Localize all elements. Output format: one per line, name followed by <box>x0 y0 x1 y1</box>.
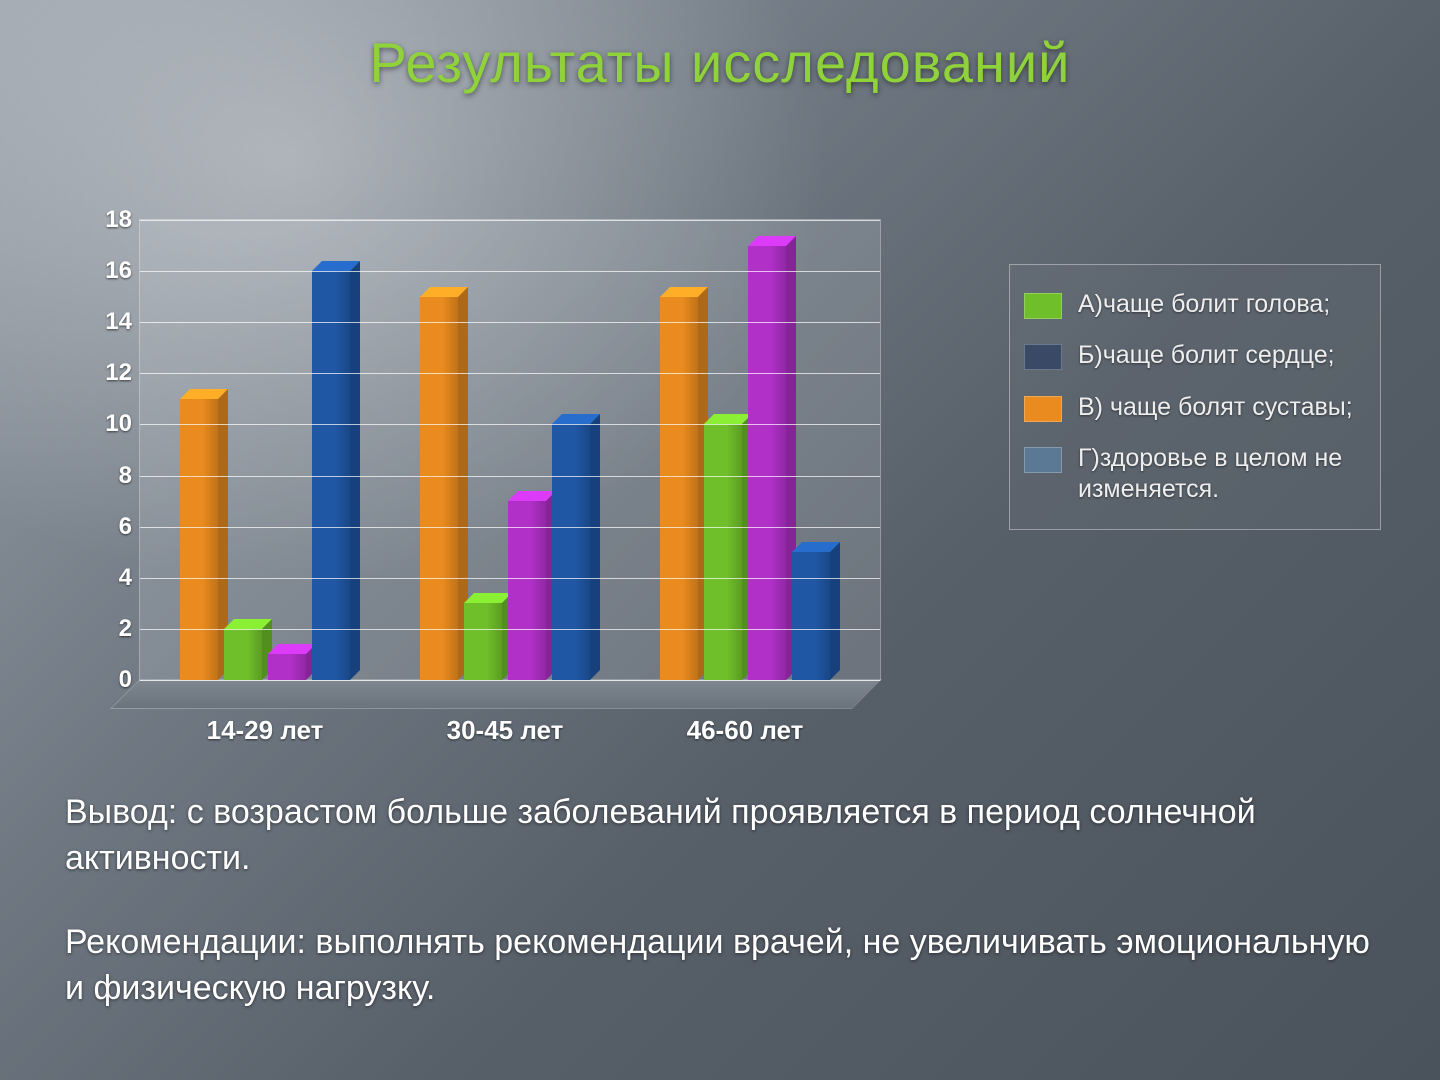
y-tick-label: 4 <box>119 564 132 592</box>
gridline <box>140 424 880 425</box>
legend-item: Б)чаще болит сердце; <box>1016 330 1374 381</box>
gridline <box>140 220 880 221</box>
y-tick-label: 2 <box>119 615 132 643</box>
bar <box>180 399 218 680</box>
legend-item: А)чаще болит голова; <box>1016 279 1374 330</box>
chart-plot-area: 024681012141618 <box>140 220 880 680</box>
bar <box>464 603 502 680</box>
y-tick-label: 10 <box>105 410 132 438</box>
y-tick-label: 18 <box>105 206 132 234</box>
legend-swatch <box>1024 344 1062 370</box>
gridline <box>140 629 880 630</box>
gridline <box>140 322 880 323</box>
gridline <box>140 476 880 477</box>
y-tick-label: 0 <box>119 666 132 694</box>
legend-label: Г)здоровье в целом не изменяется. <box>1078 443 1366 506</box>
bar <box>660 297 698 680</box>
y-tick-label: 14 <box>105 308 132 336</box>
bar-chart: 024681012141618 14-29 лет30-45 лет46-60 … <box>80 220 1020 740</box>
x-axis-labels: 14-29 лет 30-45 лет 46-60 лет <box>140 715 880 745</box>
x-tick-label: 14-29 лет <box>207 715 324 746</box>
chart-legend: А)чаще болит голова; Б)чаще болит сердце;… <box>1010 265 1380 529</box>
legend-label: Б)чаще болит сердце; <box>1078 340 1335 371</box>
legend-label: А)чаще болит голова; <box>1078 289 1330 320</box>
x-tick-label: 46-60 лет <box>687 715 804 746</box>
bar <box>224 629 262 680</box>
bar <box>748 246 786 680</box>
bar <box>268 654 306 680</box>
legend-label: В) чаще болят суставы; <box>1078 392 1353 423</box>
recommendations-text: Рекомендации: выполнять рекомендации вра… <box>65 920 1390 1012</box>
y-tick-label: 8 <box>119 462 132 490</box>
bars-layer <box>140 220 880 680</box>
legend-item: Г)здоровье в целом не изменяется. <box>1016 433 1374 516</box>
chart-floor <box>112 680 880 708</box>
legend-swatch <box>1024 396 1062 422</box>
page-title: Результаты исследований <box>0 30 1440 95</box>
gridline <box>140 527 880 528</box>
conclusion-text: Вывод: с возрастом больше заболеваний пр… <box>65 790 1390 882</box>
y-tick-label: 16 <box>105 257 132 285</box>
gridline <box>140 578 880 579</box>
gridline <box>140 680 880 681</box>
bar <box>420 297 458 680</box>
x-tick-label: 30-45 лет <box>447 715 564 746</box>
y-tick-label: 12 <box>105 359 132 387</box>
legend-swatch <box>1024 293 1062 319</box>
bar <box>704 424 742 680</box>
bar <box>792 552 830 680</box>
gridline <box>140 271 880 272</box>
gridline <box>140 373 880 374</box>
legend-item: В) чаще болят суставы; <box>1016 382 1374 433</box>
bar <box>552 424 590 680</box>
bar <box>508 501 546 680</box>
y-tick-label: 6 <box>119 513 132 541</box>
legend-swatch <box>1024 447 1062 473</box>
